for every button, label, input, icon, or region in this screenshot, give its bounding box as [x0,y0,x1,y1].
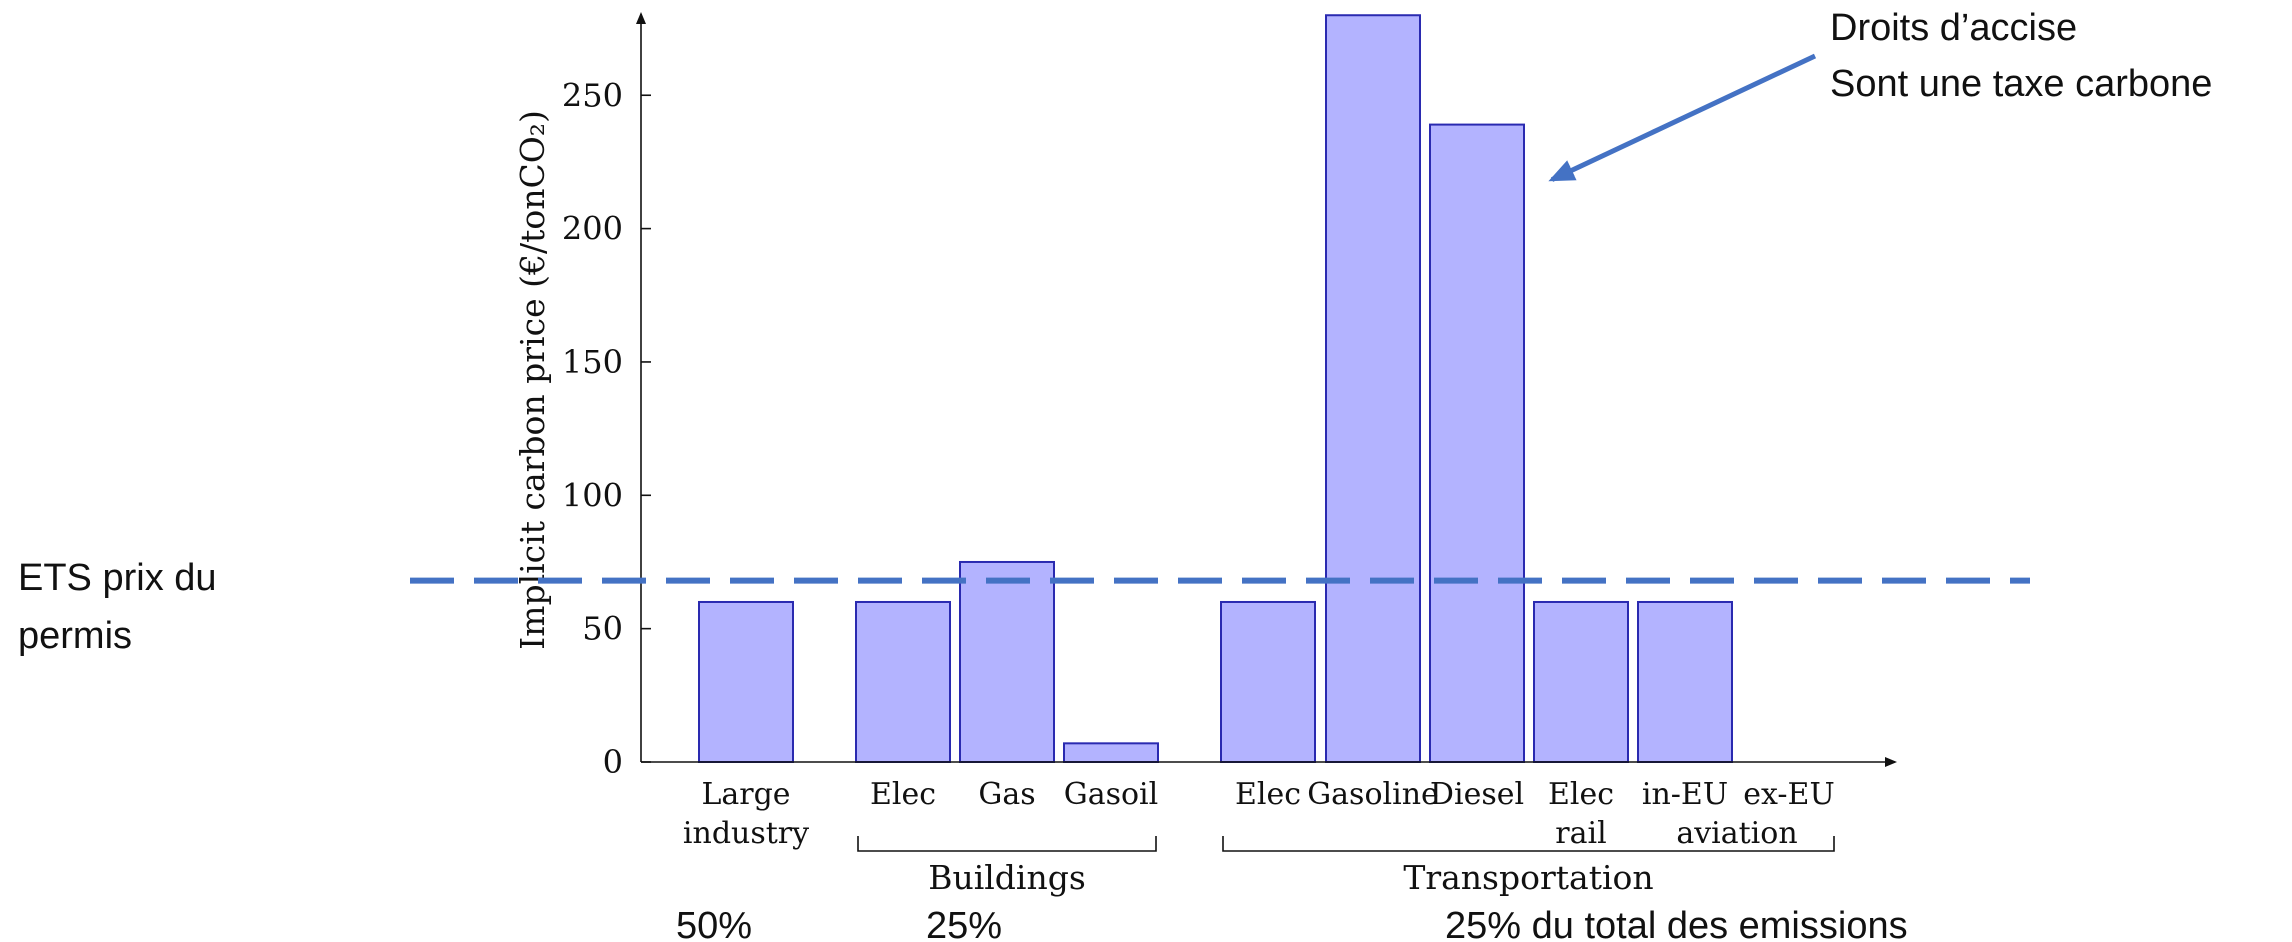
x-tick-label-shared: aviation [1676,816,1797,851]
annotation-line-1: Droits d’accise [1830,7,2077,49]
annotation-arrow [1548,53,1817,182]
y-axis-ticks: 0 50 100 150 200 250 [562,76,651,781]
share-label-industry: 50% [676,905,752,942]
group-label: Transportation [1403,858,1653,897]
bar [855,600,951,763]
y-tick-label: 250 [562,76,623,114]
y-tick-label: 0 [603,743,623,781]
x-tick-label: ex-EU [1743,777,1834,812]
category-groups: Buildings Transportation [857,836,1835,897]
share-label-buildings: 25% [926,905,1002,942]
bar [1063,742,1159,763]
y-axis-label: Implicit carbon price (€/tonCO₂) [513,110,552,650]
group-label: Buildings [928,858,1086,897]
x-tick-label: Elec [1235,777,1301,812]
x-tick-label: Diesel [1430,777,1524,812]
y-tick-label: 200 [562,210,623,248]
bar [698,600,794,763]
bar [1325,14,1421,764]
x-tick-label: Gas [978,777,1035,812]
axes [636,12,1897,767]
x-tick-label: Gasoil [1064,777,1159,812]
y-tick-label: 150 [562,343,623,381]
y-tick-label: 100 [562,476,623,514]
x-tick-label: in-EU [1642,777,1728,812]
group-bracket [1222,836,1835,852]
reference-line-label-line-1: ETS prix du [18,557,217,599]
bar [1429,123,1525,764]
bars [698,14,1733,764]
bar [1637,600,1733,763]
group-bracket [857,836,1157,852]
x-tick-label: Elec [1548,777,1614,812]
reference-line-label-line-2: permis [18,615,132,657]
y-tick-label: 50 [582,610,623,648]
x-tick-label: Gasoline [1307,777,1439,812]
annotation-line-2: Sont une taxe carbone [1830,63,2212,105]
bar [1533,600,1629,763]
share-label-transport: 25% du total des emissions [1445,905,1908,942]
x-tick-label: rail [1555,816,1606,851]
x-tick-label: industry [683,816,809,851]
bar [1220,600,1316,763]
x-tick-label: Large [701,777,790,812]
x-tick-label: Elec [870,777,936,812]
bar [959,560,1055,763]
